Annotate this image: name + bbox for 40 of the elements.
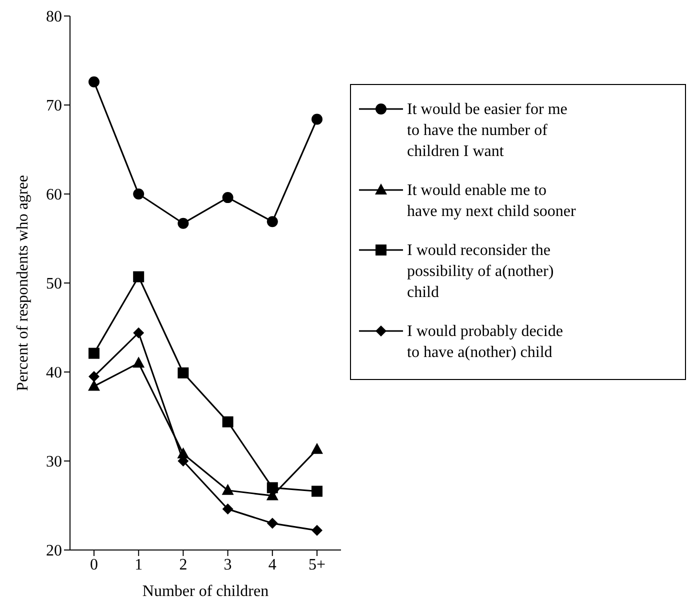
point	[312, 486, 322, 497]
legend-label: I would reconsider the possibility of a(nother) child	[407, 241, 555, 303]
x-tick-label: 1	[134, 556, 143, 574]
point	[266, 482, 278, 494]
x-axis-title: Number of children	[142, 583, 269, 600]
point	[133, 188, 144, 200]
x-tick-label: 2	[179, 556, 188, 574]
point	[178, 218, 189, 229]
legend-label: It would enable me to have my next child sooner	[407, 181, 577, 222]
y-tick-label: 60	[46, 186, 62, 204]
point	[133, 327, 144, 338]
y-tick-label: 70	[46, 98, 62, 115]
point	[266, 216, 278, 228]
y-tick-label: 40	[46, 364, 62, 382]
point	[133, 271, 144, 282]
y-axis-title: Percent of respondents who agree	[14, 175, 32, 391]
legend-label: It would be easier for me to have the number of children I want	[407, 100, 568, 162]
point	[311, 442, 323, 454]
point	[312, 524, 322, 536]
point	[88, 370, 100, 382]
point	[266, 518, 278, 529]
y-tick-label: 80	[46, 8, 62, 26]
y-tick-label: 20	[46, 542, 62, 560]
y-tick-label: 30	[46, 454, 62, 471]
point	[222, 192, 234, 204]
point	[178, 367, 189, 378]
point	[88, 380, 100, 391]
point	[222, 484, 234, 495]
point	[132, 356, 145, 368]
point	[88, 348, 100, 359]
x-tick-label: 3	[224, 556, 232, 574]
legend-label: I would probably decide to have a(nother) child	[407, 322, 564, 363]
x-tick-label: 5+	[308, 556, 326, 574]
x-tick-label: 0	[90, 556, 98, 574]
point	[312, 114, 322, 125]
y-tick-label: 50	[46, 276, 62, 293]
point	[88, 76, 100, 88]
point	[222, 416, 234, 428]
x-tick-label: 4	[268, 556, 276, 574]
point	[222, 504, 234, 515]
